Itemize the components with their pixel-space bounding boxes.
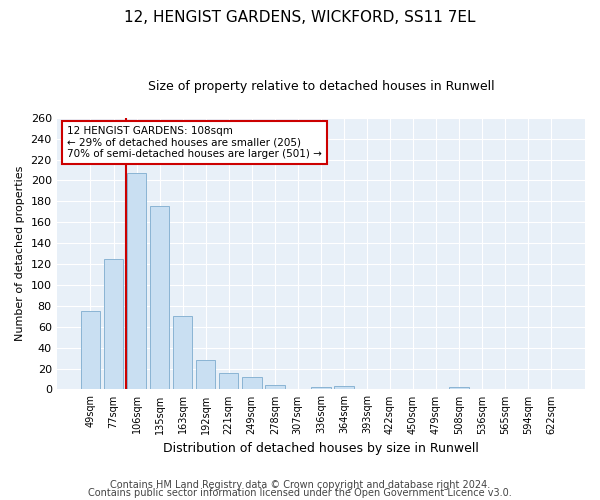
X-axis label: Distribution of detached houses by size in Runwell: Distribution of detached houses by size … — [163, 442, 479, 455]
Text: Contains HM Land Registry data © Crown copyright and database right 2024.: Contains HM Land Registry data © Crown c… — [110, 480, 490, 490]
Bar — [127, 173, 146, 390]
Bar — [311, 388, 331, 390]
Bar — [242, 377, 262, 390]
Text: 12, HENGIST GARDENS, WICKFORD, SS11 7EL: 12, HENGIST GARDENS, WICKFORD, SS11 7EL — [124, 10, 476, 25]
Y-axis label: Number of detached properties: Number of detached properties — [15, 166, 25, 342]
Bar — [173, 316, 193, 390]
Bar — [449, 388, 469, 390]
Title: Size of property relative to detached houses in Runwell: Size of property relative to detached ho… — [148, 80, 494, 93]
Text: 12 HENGIST GARDENS: 108sqm
← 29% of detached houses are smaller (205)
70% of sem: 12 HENGIST GARDENS: 108sqm ← 29% of deta… — [67, 126, 322, 159]
Bar — [104, 259, 123, 390]
Text: Contains public sector information licensed under the Open Government Licence v3: Contains public sector information licen… — [88, 488, 512, 498]
Bar — [219, 372, 238, 390]
Bar — [80, 311, 100, 390]
Bar — [265, 386, 284, 390]
Bar — [334, 386, 353, 390]
Bar — [150, 206, 169, 390]
Bar — [196, 360, 215, 390]
